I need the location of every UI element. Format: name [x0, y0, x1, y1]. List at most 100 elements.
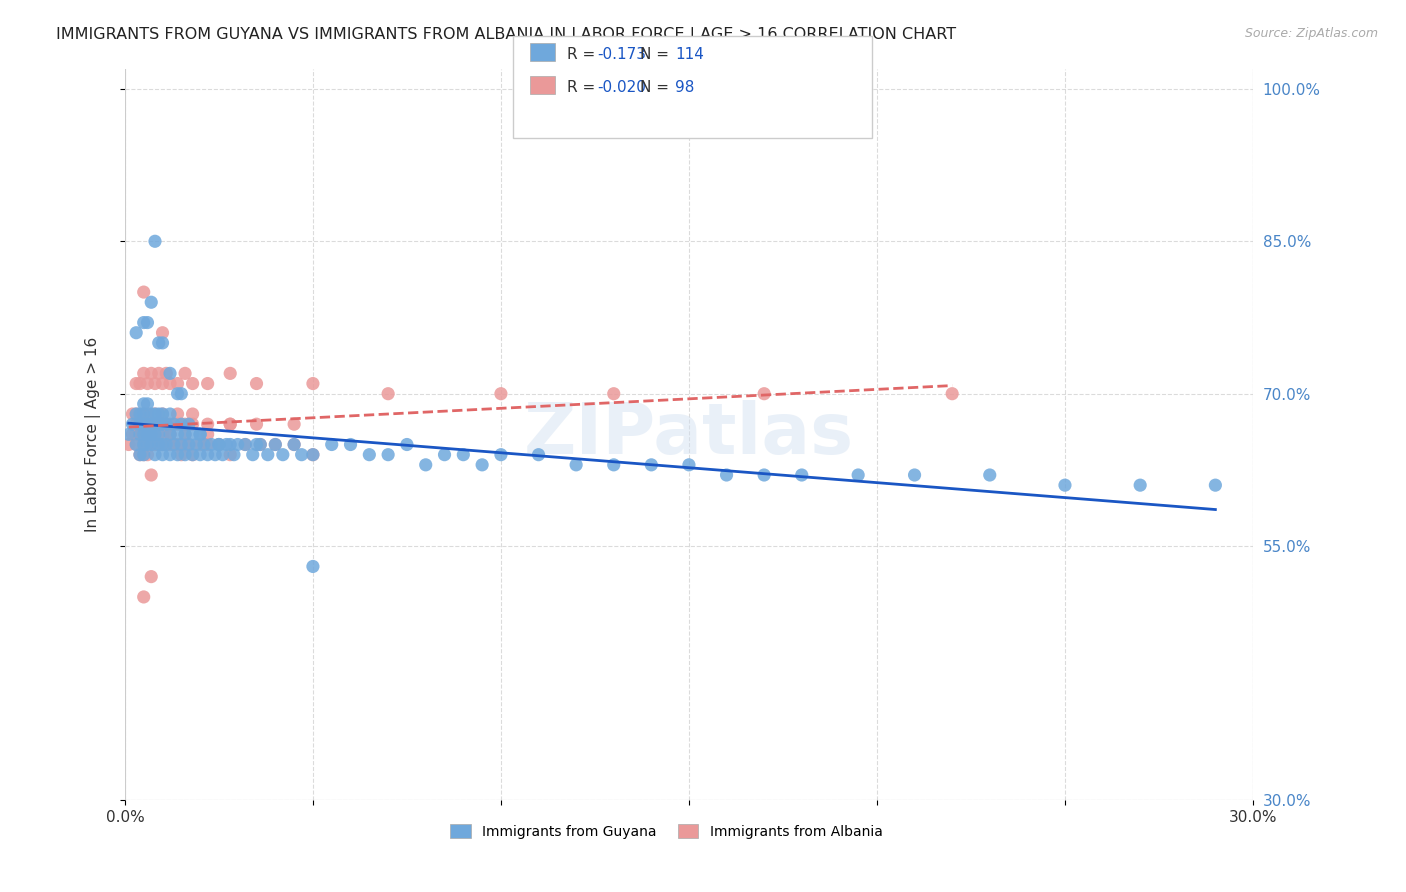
Point [716, 468, 738, 483]
Point [245, 376, 267, 391]
Point [152, 376, 174, 391]
Point [143, 376, 166, 391]
Point [219, 448, 242, 462]
Point [222, 448, 245, 462]
Point [125, 437, 148, 451]
Point [141, 427, 163, 442]
Point [148, 417, 170, 432]
Point [143, 437, 166, 451]
Point [143, 448, 166, 462]
Point [249, 437, 271, 451]
Point [166, 427, 188, 442]
Point [1053, 478, 1076, 492]
Point [283, 437, 305, 451]
Point [453, 448, 475, 462]
Point [155, 437, 177, 451]
Point [148, 417, 170, 432]
Point [603, 386, 626, 401]
Point [846, 468, 869, 483]
Text: N =: N = [640, 47, 673, 62]
Point [141, 417, 163, 432]
Point [321, 437, 343, 451]
Point [302, 448, 325, 462]
Point [186, 437, 208, 451]
Point [208, 437, 231, 451]
Point [152, 448, 174, 462]
Point [125, 417, 148, 432]
Point [211, 448, 233, 462]
Point [121, 407, 143, 421]
Point [159, 376, 181, 391]
Point [136, 407, 159, 421]
Point [302, 376, 325, 391]
Point [302, 448, 325, 462]
Text: -0.173: -0.173 [598, 47, 647, 62]
Point [136, 427, 159, 442]
Point [188, 437, 211, 451]
Point [245, 417, 267, 432]
Point [163, 417, 186, 432]
Point [188, 427, 211, 442]
Point [264, 437, 287, 451]
Point [132, 397, 155, 411]
Point [152, 437, 174, 451]
Point [1129, 478, 1152, 492]
Point [136, 437, 159, 451]
Point [152, 335, 174, 350]
Point [163, 437, 186, 451]
Point [283, 417, 305, 432]
Point [219, 437, 242, 451]
Point [129, 376, 152, 391]
Point [152, 437, 174, 451]
Point [132, 590, 155, 604]
Point [136, 417, 159, 432]
Point [395, 437, 418, 451]
Point [219, 417, 242, 432]
Point [359, 448, 381, 462]
Point [159, 427, 181, 442]
Point [129, 407, 152, 421]
Point [129, 448, 152, 462]
Point [141, 295, 163, 310]
Point [752, 386, 775, 401]
Point [603, 458, 626, 472]
Point [166, 386, 188, 401]
Point [143, 234, 166, 248]
Point [941, 386, 963, 401]
Point [177, 437, 200, 451]
Point [159, 407, 181, 421]
Point [148, 437, 170, 451]
Point [181, 448, 204, 462]
Point [132, 417, 155, 432]
Point [155, 417, 177, 432]
Point [152, 417, 174, 432]
Point [640, 458, 662, 472]
Point [283, 437, 305, 451]
Point [163, 437, 186, 451]
Point [197, 376, 219, 391]
Point [302, 559, 325, 574]
Point [125, 326, 148, 340]
Point [197, 448, 219, 462]
Legend: Immigrants from Guyana, Immigrants from Albania: Immigrants from Guyana, Immigrants from … [444, 819, 889, 845]
Text: Source: ZipAtlas.com: Source: ZipAtlas.com [1244, 27, 1378, 40]
Point [148, 335, 170, 350]
Point [121, 417, 143, 432]
Point [159, 427, 181, 442]
Point [141, 437, 163, 451]
Point [177, 437, 200, 451]
Point [197, 427, 219, 442]
Text: N =: N = [640, 80, 673, 95]
Point [159, 417, 181, 432]
Point [125, 376, 148, 391]
Point [181, 448, 204, 462]
Point [166, 417, 188, 432]
Point [752, 468, 775, 483]
Point [174, 417, 197, 432]
Point [249, 437, 271, 451]
Point [170, 437, 193, 451]
Point [125, 407, 148, 421]
Point [143, 427, 166, 442]
Point [193, 437, 215, 451]
Point [132, 417, 155, 432]
